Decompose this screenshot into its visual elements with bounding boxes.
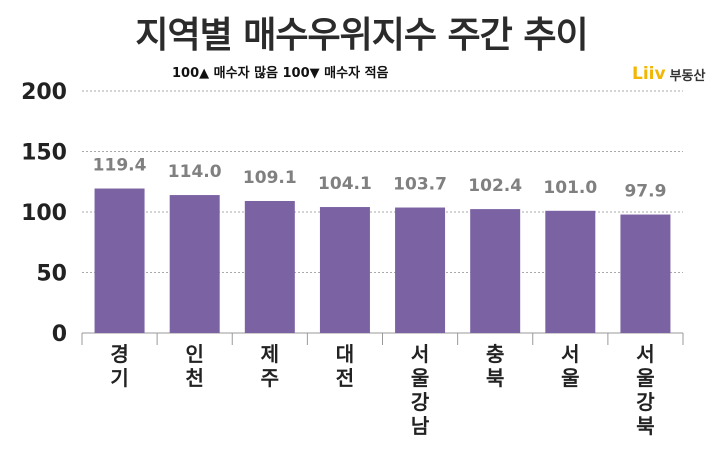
bar [395,207,446,333]
chart-title: 지역별 매수우위지수 주간 추이 [135,15,588,56]
bar [470,209,521,333]
y-tick-label: 50 [36,262,67,287]
data-label: 101.0 [543,178,597,198]
legend-note: 100▲ 매수자 많음 100▼ 매수자 적음 [172,66,389,81]
logo-mark: Liiv [632,64,666,84]
logo-text: 부동산 [669,68,706,84]
data-label: 109.1 [243,168,297,188]
data-label: 114.0 [168,162,222,182]
y-tick-label: 200 [21,80,67,105]
bar [319,207,370,333]
data-label: 102.4 [468,176,522,196]
y-tick-label: 150 [21,141,67,166]
data-label: 103.7 [393,175,447,195]
bar [545,210,596,333]
bar [94,188,145,333]
bar [620,214,671,333]
data-label: 97.9 [624,182,666,202]
y-tick-label: 0 [52,322,67,347]
bar [244,200,295,333]
data-label: 104.1 [318,174,372,194]
bar [169,195,220,333]
y-tick-label: 100 [21,201,67,226]
data-label: 119.4 [93,156,147,176]
brand-logo: Liiv 부동산 [632,64,705,84]
